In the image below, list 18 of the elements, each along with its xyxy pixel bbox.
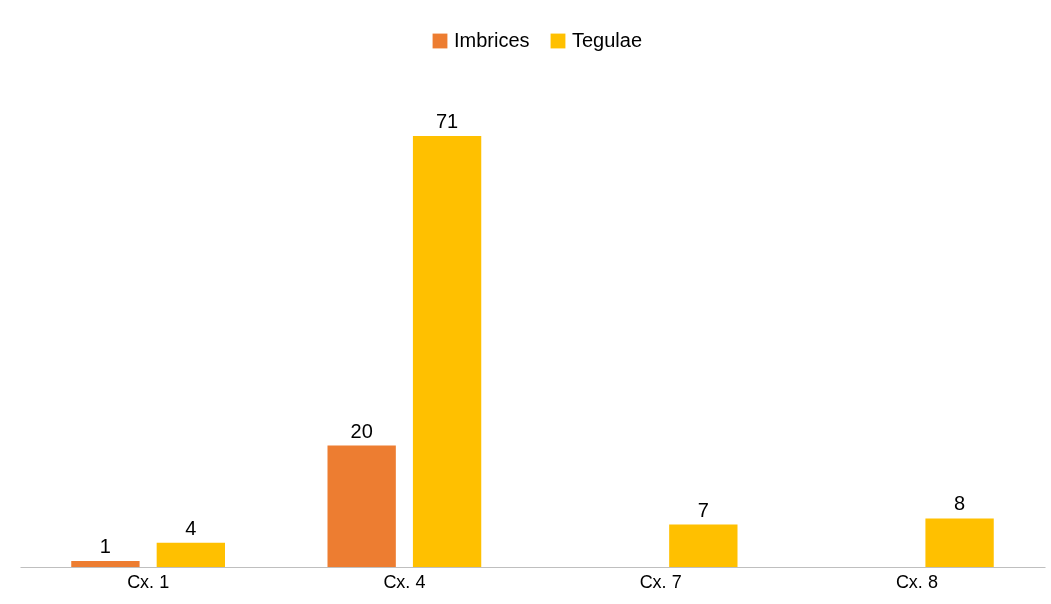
data-label: 20 [350, 419, 373, 442]
bar [925, 518, 994, 567]
legend-label: Imbrices [454, 29, 530, 51]
data-label: 71 [435, 110, 459, 132]
data-label: 4 [185, 516, 197, 539]
legend-label: Tegulae [572, 29, 643, 51]
data-label: 7 [697, 498, 709, 521]
x-tick-label: Cx. 7 [639, 571, 682, 592]
data-label: 1 [99, 534, 111, 557]
bar [71, 560, 140, 567]
bar [669, 524, 738, 567]
x-tick-label: Cx. 4 [383, 571, 426, 592]
x-tick-label: Cx. 8 [895, 571, 938, 592]
bar [327, 445, 396, 567]
bar [412, 136, 482, 567]
x-tick-label: Cx. 1 [127, 571, 170, 592]
data-label: 8 [954, 492, 966, 515]
bar [156, 542, 225, 567]
